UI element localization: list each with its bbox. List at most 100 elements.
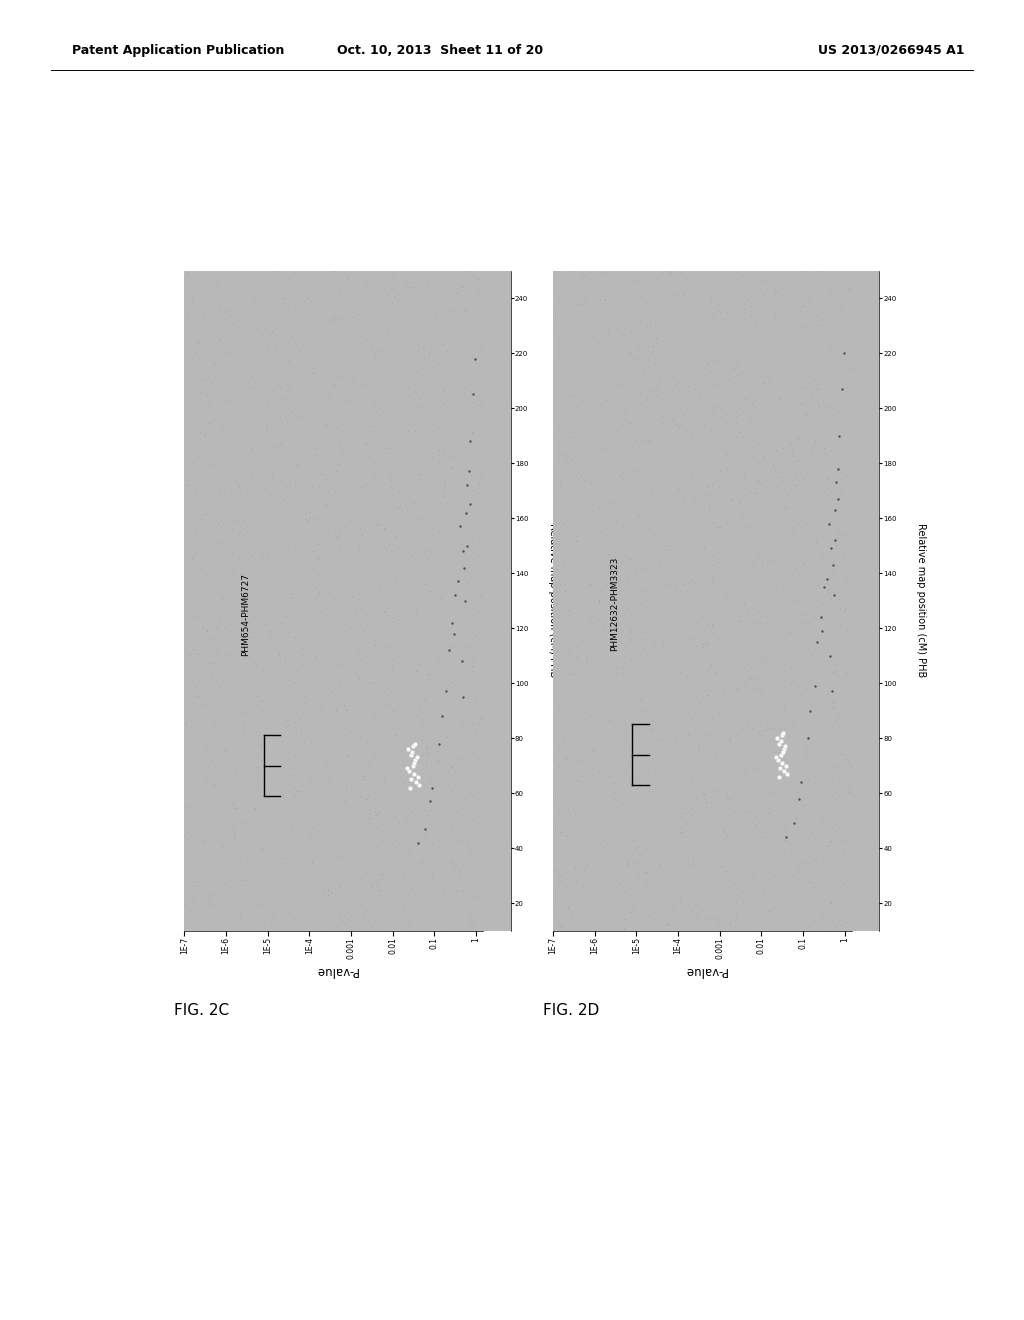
Point (798, 908, 814, 929)
Point (331, 300, 347, 321)
Point (567, 457, 584, 478)
Point (181, 457, 198, 478)
Point (730, 692, 746, 713)
Point (818, 556, 835, 577)
Point (212, 730, 228, 751)
Point (583, 813, 599, 834)
Point (370, 576, 386, 597)
Point (210, 334, 226, 355)
Point (802, 454, 818, 475)
Point (708, 569, 724, 590)
Point (644, 371, 660, 392)
Point (190, 346, 207, 367)
Point (696, 535, 713, 556)
Point (688, 635, 705, 656)
Point (399, 500, 416, 521)
Point (768, 652, 784, 673)
Point (315, 880, 332, 902)
Point (408, 286, 424, 308)
Point (824, 693, 841, 714)
Point (252, 734, 268, 755)
Point (278, 799, 294, 820)
Point (416, 543, 432, 564)
Point (181, 487, 198, 508)
Point (616, 506, 633, 527)
Point (703, 573, 720, 594)
Point (218, 909, 234, 931)
Point (595, 593, 611, 614)
Point (602, 767, 618, 788)
Point (735, 507, 752, 528)
Point (709, 675, 725, 696)
Point (714, 341, 730, 362)
Point (779, 585, 796, 606)
Point (230, 492, 247, 513)
Point (587, 652, 603, 673)
Point (786, 746, 803, 767)
Point (443, 463, 460, 484)
Point (681, 527, 697, 548)
Point (767, 281, 783, 302)
Point (578, 733, 594, 754)
Point (332, 309, 348, 330)
Point (575, 486, 592, 507)
Point (616, 871, 633, 892)
Point (829, 800, 846, 821)
Point (640, 333, 656, 354)
Point (290, 841, 306, 862)
Point (467, 348, 483, 370)
Point (738, 602, 755, 623)
Point (211, 480, 227, 502)
Point (742, 668, 759, 689)
Point (736, 298, 753, 319)
Point (417, 826, 433, 847)
Point (353, 799, 370, 820)
Point (705, 304, 721, 325)
Point (577, 845, 593, 866)
Point (646, 865, 663, 886)
Point (394, 440, 411, 461)
Point (431, 520, 447, 541)
Point (843, 833, 859, 854)
Point (643, 599, 659, 620)
Point (367, 635, 383, 656)
Point (775, 742, 792, 763)
Point (258, 754, 274, 775)
Point (393, 321, 410, 342)
Point (550, 440, 566, 461)
Point (615, 737, 632, 758)
Point (803, 391, 819, 412)
Point (631, 305, 647, 326)
Point (437, 677, 454, 698)
Point (754, 372, 770, 393)
Point (252, 313, 268, 334)
Point (414, 795, 430, 816)
Point (224, 302, 241, 323)
Point (232, 469, 249, 490)
Point (686, 785, 702, 807)
Point (362, 267, 379, 288)
Point (392, 457, 409, 478)
Point (824, 612, 841, 634)
Point (280, 330, 296, 351)
Point (247, 354, 263, 375)
Point (634, 510, 650, 531)
Point (817, 356, 834, 378)
Point (715, 433, 731, 454)
Point (765, 781, 781, 803)
Point (557, 612, 573, 634)
Point (467, 760, 483, 781)
Point (455, 426, 471, 447)
Point (293, 719, 309, 741)
Point (833, 622, 849, 643)
Point (186, 845, 203, 866)
Point (633, 587, 649, 609)
Point (373, 743, 389, 764)
Point (632, 286, 648, 308)
Point (307, 645, 324, 667)
Point (311, 698, 328, 719)
Point (382, 785, 398, 807)
Point (313, 601, 330, 622)
Point (730, 491, 746, 512)
Point (705, 401, 721, 422)
